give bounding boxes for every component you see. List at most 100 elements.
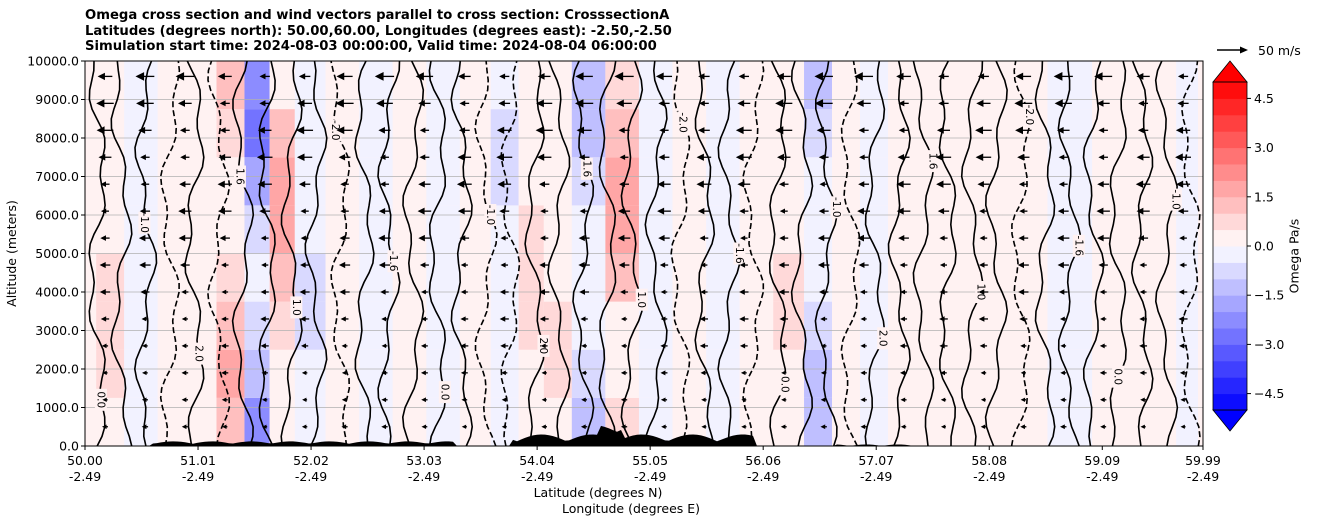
wind-vector-head [460,289,466,295]
wind-vector-head [376,99,385,108]
wind-vector-head [1099,370,1105,376]
wind-vector-head [620,289,626,295]
wind-vector-head [96,126,105,135]
omega-cell [804,397,833,446]
omega-contour [184,61,205,446]
omega-cell [294,157,326,206]
contour-label: -1.0 [484,205,496,226]
omega-cell [1047,349,1093,398]
wind-vector-head [975,153,984,162]
omega-cell [490,397,519,446]
wind-vector-head [261,370,267,376]
wind-vector-head [578,261,585,269]
wind-vector-head [459,100,466,107]
omega-cell [459,397,491,446]
wind-vector-head [1179,262,1185,268]
omega-contour [354,61,375,446]
wind-vector-head [421,397,426,403]
omega-contour [1180,61,1201,446]
wind-vector-head [139,261,146,269]
contour-label: 2.0 [192,345,204,362]
wind-vector-head [939,235,945,241]
contour-label: -2.0 [329,120,341,141]
omega-cell [269,61,295,110]
omega-contour [814,61,838,446]
contour-label-bg [580,157,593,180]
omega-cell [739,61,774,110]
wind-vector-head [1140,397,1145,403]
omega-cell [832,301,860,350]
omega-cell [1176,61,1198,110]
contour-label: 1.0 [635,291,647,308]
wind-vector-head [218,207,225,215]
wind-vector-head [175,72,185,81]
wind-vector-head [1098,154,1105,161]
reference-vector [1217,46,1248,54]
wind-vector-head [581,343,586,349]
omega-cell [773,301,805,350]
wind-vector-head [497,180,505,188]
contour-label: 1.6 [927,153,939,170]
omega-contour [1154,61,1179,446]
y-tick-label: 3000.0 [35,323,79,338]
omega-cell [1002,61,1048,110]
omega-cell [124,109,158,158]
wind-vector-head [1020,424,1025,430]
wind-vector-head [339,235,346,242]
wind-vector-head [740,370,746,376]
omega-cell [543,349,572,398]
omega-cell [1136,397,1177,446]
colorbar-tick-label: −3.0 [1254,337,1284,352]
wind-vector-head [1178,316,1185,322]
omega-cell [325,349,360,398]
wind-vector-head [776,72,784,80]
omega-cell [157,301,189,350]
wind-vector-head [819,289,825,295]
omega-cell [706,301,740,350]
wind-vector-head [140,289,146,295]
wind-vector-head [735,153,744,162]
wind-vector-head [1018,181,1025,187]
wind-vector-head [578,154,585,161]
wind-vector-head [899,262,905,268]
wind-vector-head [1018,289,1025,295]
omega-cell [1092,109,1137,158]
wind-vector-head [655,72,664,81]
wind-vector-head [858,181,865,188]
omega-contour [840,61,861,446]
wind-vector-head [1100,424,1105,430]
omega-cell [1002,205,1048,254]
wind-vector-head [335,99,344,108]
omega-cell [96,253,125,302]
wind-vector-head [900,370,905,376]
x-tick-label-lat: 52.02 [293,453,329,468]
wind-vector-head [739,316,745,322]
wind-vector-head [858,262,865,269]
contour-label-bg [778,373,791,396]
colorbar-level [1213,377,1247,395]
wind-vectors [96,72,1191,430]
x-tick-label-lat: 51.01 [180,453,216,468]
y-tick-label: 10000.0 [27,54,79,69]
wind-vector-head [1017,153,1024,161]
contour-label-bg [484,204,497,226]
contour-label-bg [290,296,303,319]
contour-label-bg [438,381,451,404]
omega-cell [269,253,295,302]
omega-cell [490,157,519,206]
wind-vector-head [97,72,105,81]
contour-label-bg [927,150,940,173]
omega-cell [244,109,270,158]
wind-vector-head [299,289,306,295]
wind-vector-head [260,316,266,322]
title-line-3: Simulation start time: 2024-08-03 00:00:… [85,39,657,55]
omega-cell [216,253,245,302]
wind-vector-head [701,397,706,403]
wind-vector-head [1058,154,1065,161]
colorbar: 4.5 3.0 1.5 0.0 −1.5 −3.0 −4.5 [1212,60,1284,432]
wind-vector-head [860,316,866,322]
omega-cell [188,301,217,350]
omega-contour [912,61,935,446]
wind-vector-head [896,180,904,188]
contour-label-bg [830,196,843,219]
